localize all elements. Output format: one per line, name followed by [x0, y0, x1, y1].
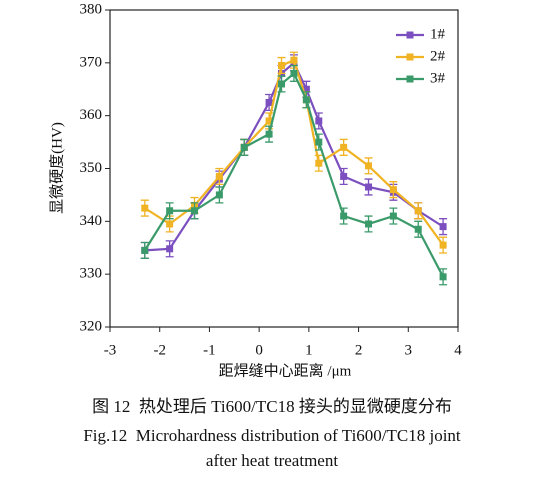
legend-label: 3# [430, 70, 446, 86]
marker [315, 117, 323, 125]
x-tick-label: 3 [405, 342, 413, 358]
marker [265, 117, 273, 125]
marker [166, 220, 174, 228]
marker [141, 246, 149, 254]
marker [389, 212, 397, 220]
marker [302, 96, 310, 104]
x-tick-label: 1 [305, 342, 313, 358]
caption-en: after heat treatment [206, 451, 338, 470]
marker [141, 204, 149, 212]
series-line [144, 61, 444, 252]
marker [340, 143, 348, 151]
marker [439, 241, 447, 249]
marker [414, 207, 422, 215]
y-axis-label: 显微硬度(HV) [48, 122, 65, 214]
marker [240, 143, 248, 151]
marker [290, 69, 298, 77]
marker [166, 207, 174, 215]
marker [278, 61, 286, 69]
y-tick-label: 340 [80, 213, 103, 229]
y-tick-label: 350 [80, 160, 103, 176]
marker [215, 172, 223, 180]
marker [340, 172, 348, 180]
marker [340, 212, 348, 220]
marker [302, 85, 310, 93]
x-tick-label: 0 [255, 342, 263, 358]
legend-marker [406, 31, 414, 39]
legend-label: 1# [430, 26, 446, 42]
caption-cn: 图 12 热处理后 Ti600/TC18 接头的显微硬度分布 [92, 397, 452, 416]
marker [166, 245, 174, 253]
marker [315, 159, 323, 167]
marker [365, 162, 373, 170]
x-tick-label: -1 [203, 342, 216, 358]
y-tick-label: 330 [80, 266, 103, 282]
series-line [143, 71, 445, 278]
y-tick-label: 370 [80, 54, 103, 70]
marker [365, 220, 373, 228]
marker [365, 183, 373, 191]
x-axis-label: 距焊缝中心距离 /μm [219, 362, 352, 379]
y-tick-label: 360 [80, 107, 103, 123]
marker [315, 138, 323, 146]
marker [389, 186, 397, 194]
marker [265, 130, 273, 138]
x-tick-label: 4 [454, 342, 462, 358]
marker [439, 273, 447, 281]
y-tick-label: 320 [80, 318, 103, 334]
caption-en: Fig.12 Microhardness distribution of Ti6… [83, 426, 461, 445]
legend-marker [406, 75, 414, 83]
x-tick-label: -3 [104, 342, 117, 358]
marker [278, 80, 286, 88]
x-tick-label: -2 [153, 342, 166, 358]
legend-marker [406, 53, 414, 61]
y-tick-label: 380 [80, 1, 103, 17]
marker [290, 56, 298, 64]
marker [215, 191, 223, 199]
marker [191, 207, 199, 215]
marker [414, 225, 422, 233]
legend-label: 2# [430, 48, 446, 64]
marker [265, 98, 273, 106]
x-tick-label: 2 [355, 342, 363, 358]
marker [439, 223, 447, 231]
